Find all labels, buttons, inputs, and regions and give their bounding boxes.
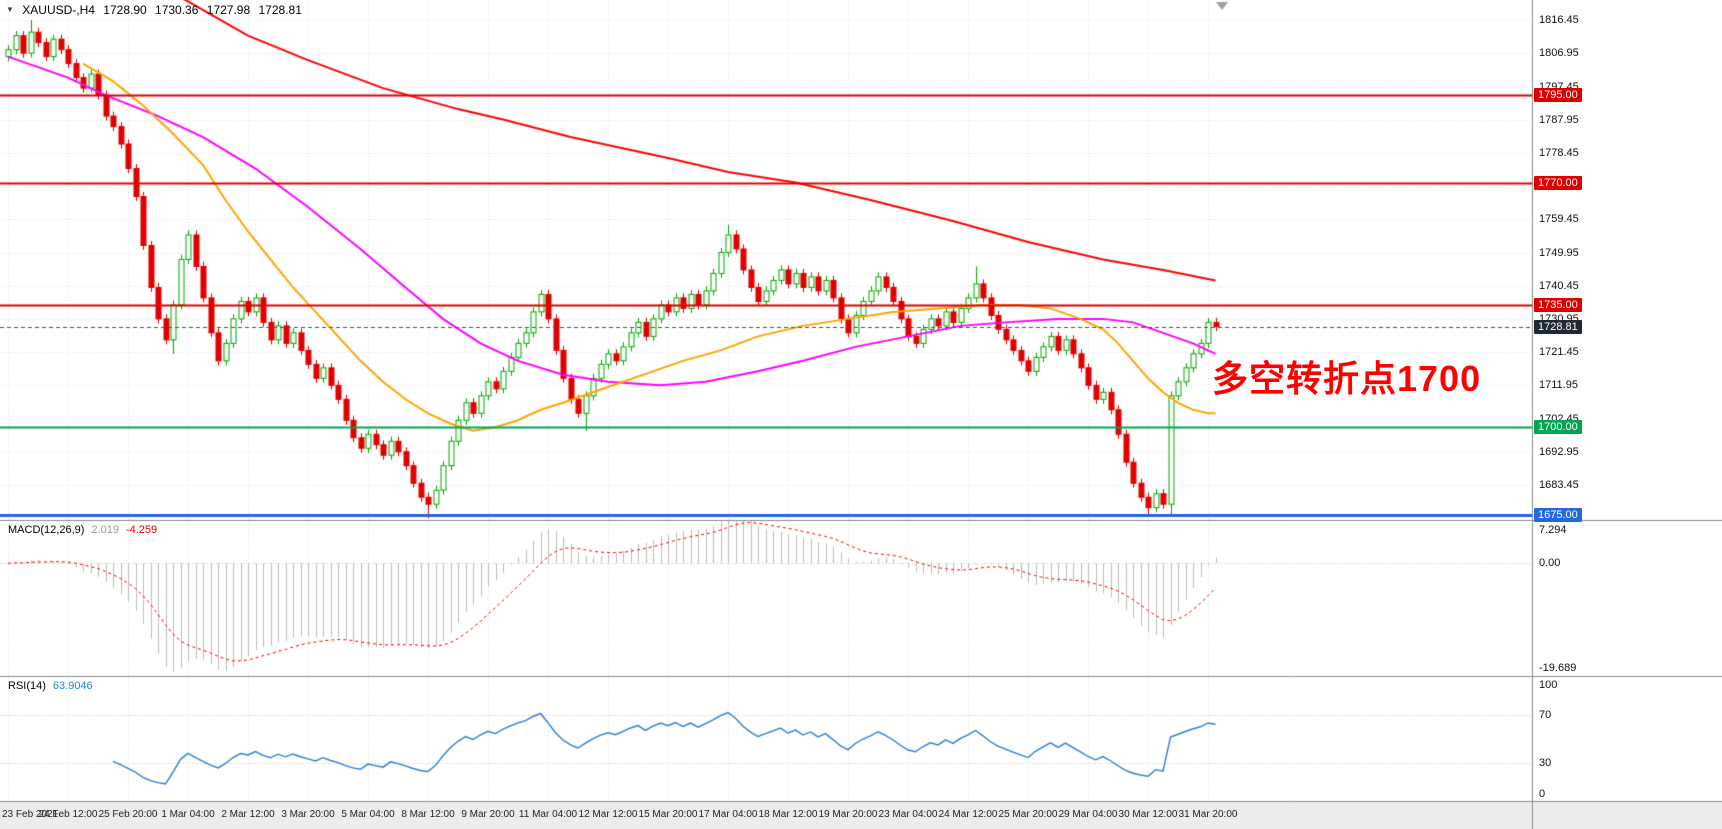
rsi-axis-label: 70 [1539, 708, 1552, 721]
price-axis-label: 1740.45 [1539, 279, 1579, 292]
rsi-axis-label: 30 [1539, 757, 1552, 770]
time-axis-label: 24 Feb 12:00 [38, 809, 98, 820]
macd-signal-value: -4.259 [125, 524, 158, 536]
price-level-badge: 1770.00 [1534, 175, 1582, 190]
time-axis-label: 11 Mar 04:00 [518, 809, 578, 820]
time-axis-label: 25 Feb 20:00 [98, 809, 158, 820]
time-axis-label: 8 Mar 12:00 [401, 809, 455, 820]
price-level-badge: 1700.00 [1534, 420, 1582, 435]
time-axis-label: 3 Mar 20:00 [281, 809, 335, 820]
price-axis-label: 1806.95 [1539, 47, 1579, 60]
current-price-badge: 1728.81 [1534, 319, 1582, 334]
ohlc-high: 1730.36 [155, 3, 199, 17]
time-axis-label: 2 Mar 12:00 [221, 809, 275, 820]
price-level-badge: 1735.00 [1534, 297, 1582, 312]
price-axis-label: 1749.95 [1539, 246, 1579, 259]
time-axis[interactable]: 23 Feb 2021 24 Feb 12:00 25 Feb 20:00 1 Mar… [0, 802, 1722, 829]
time-axis-label: 24 Mar 12:00 [938, 809, 998, 820]
rsi-indicator-label: RSI(14) 63.9046 [8, 680, 93, 692]
price-axis-label: 1778.45 [1539, 146, 1579, 159]
time-axis-label: 31 Mar 20:00 [1178, 809, 1238, 820]
price-level-badge: 1675.00 [1534, 507, 1582, 522]
price-level-badge: 1795.00 [1534, 88, 1582, 103]
time-axis-label: 9 Mar 20:00 [461, 809, 515, 820]
macd-title: MACD(12,26,9) [8, 524, 85, 536]
macd-main-value: 2.019 [91, 524, 119, 536]
price-axis-label: 1711.95 [1539, 379, 1578, 392]
time-axis-label: 19 Mar 20:00 [818, 809, 878, 820]
price-axis-label: 1692.95 [1539, 445, 1579, 458]
rsi-title: RSI(14) [8, 680, 46, 692]
chart-ohlc-header: ▼ XAUUSD-,H4 1728.90 1730.36 1727.98 172… [6, 3, 307, 17]
time-axis-label: 12 Mar 12:00 [578, 809, 638, 820]
price-axis-label: 1787.95 [1539, 113, 1579, 126]
price-axis-label: 1683.45 [1539, 479, 1579, 492]
rsi-axis-label: 0 [1539, 788, 1546, 800]
ohlc-close: 1728.81 [258, 3, 302, 17]
time-axis-label: 1 Mar 04:00 [161, 809, 215, 820]
price-axis[interactable]: 1816.451806.951797.451787.951778.451768.… [1532, 0, 1722, 802]
dropdown-triangle-icon[interactable]: ▼ [6, 5, 14, 14]
time-axis-label: 23 Feb 2021 [2, 809, 59, 820]
rsi-axis-label: 100 [1539, 679, 1558, 691]
symbol-timeframe-label: XAUUSD-,H4 [22, 3, 95, 17]
time-axis-label: 29 Mar 04:00 [1058, 809, 1118, 820]
time-axis-label: 30 Mar 12:00 [1118, 809, 1178, 820]
macd-axis-label: -19.689 [1539, 662, 1577, 674]
price-axis-label: 1816.45 [1539, 14, 1579, 27]
price-axis-label: 1759.45 [1539, 213, 1579, 226]
time-axis-label: 5 Mar 04:00 [341, 809, 395, 820]
ohlc-open: 1728.90 [103, 3, 147, 17]
macd-axis-label: 0.00 [1539, 557, 1561, 570]
macd-indicator-label: MACD(12,26,9) 2.019 -4.259 [8, 524, 157, 536]
price-axis-label: 1721.45 [1539, 346, 1579, 359]
macd-axis-label: 7.294 [1539, 524, 1567, 536]
time-axis-label: 15 Mar 20:00 [638, 809, 698, 820]
time-axis-label: 23 Mar 04:00 [878, 809, 938, 820]
rsi-value: 63.9046 [52, 680, 93, 692]
time-axis-label: 25 Mar 20:00 [998, 809, 1058, 820]
ohlc-low: 1727.98 [206, 3, 251, 17]
price-annotation-text: 多空转折点1700 [1212, 358, 1482, 399]
time-axis-label: 18 Mar 12:00 [758, 809, 818, 820]
time-axis-label: 17 Mar 04:00 [698, 809, 758, 820]
